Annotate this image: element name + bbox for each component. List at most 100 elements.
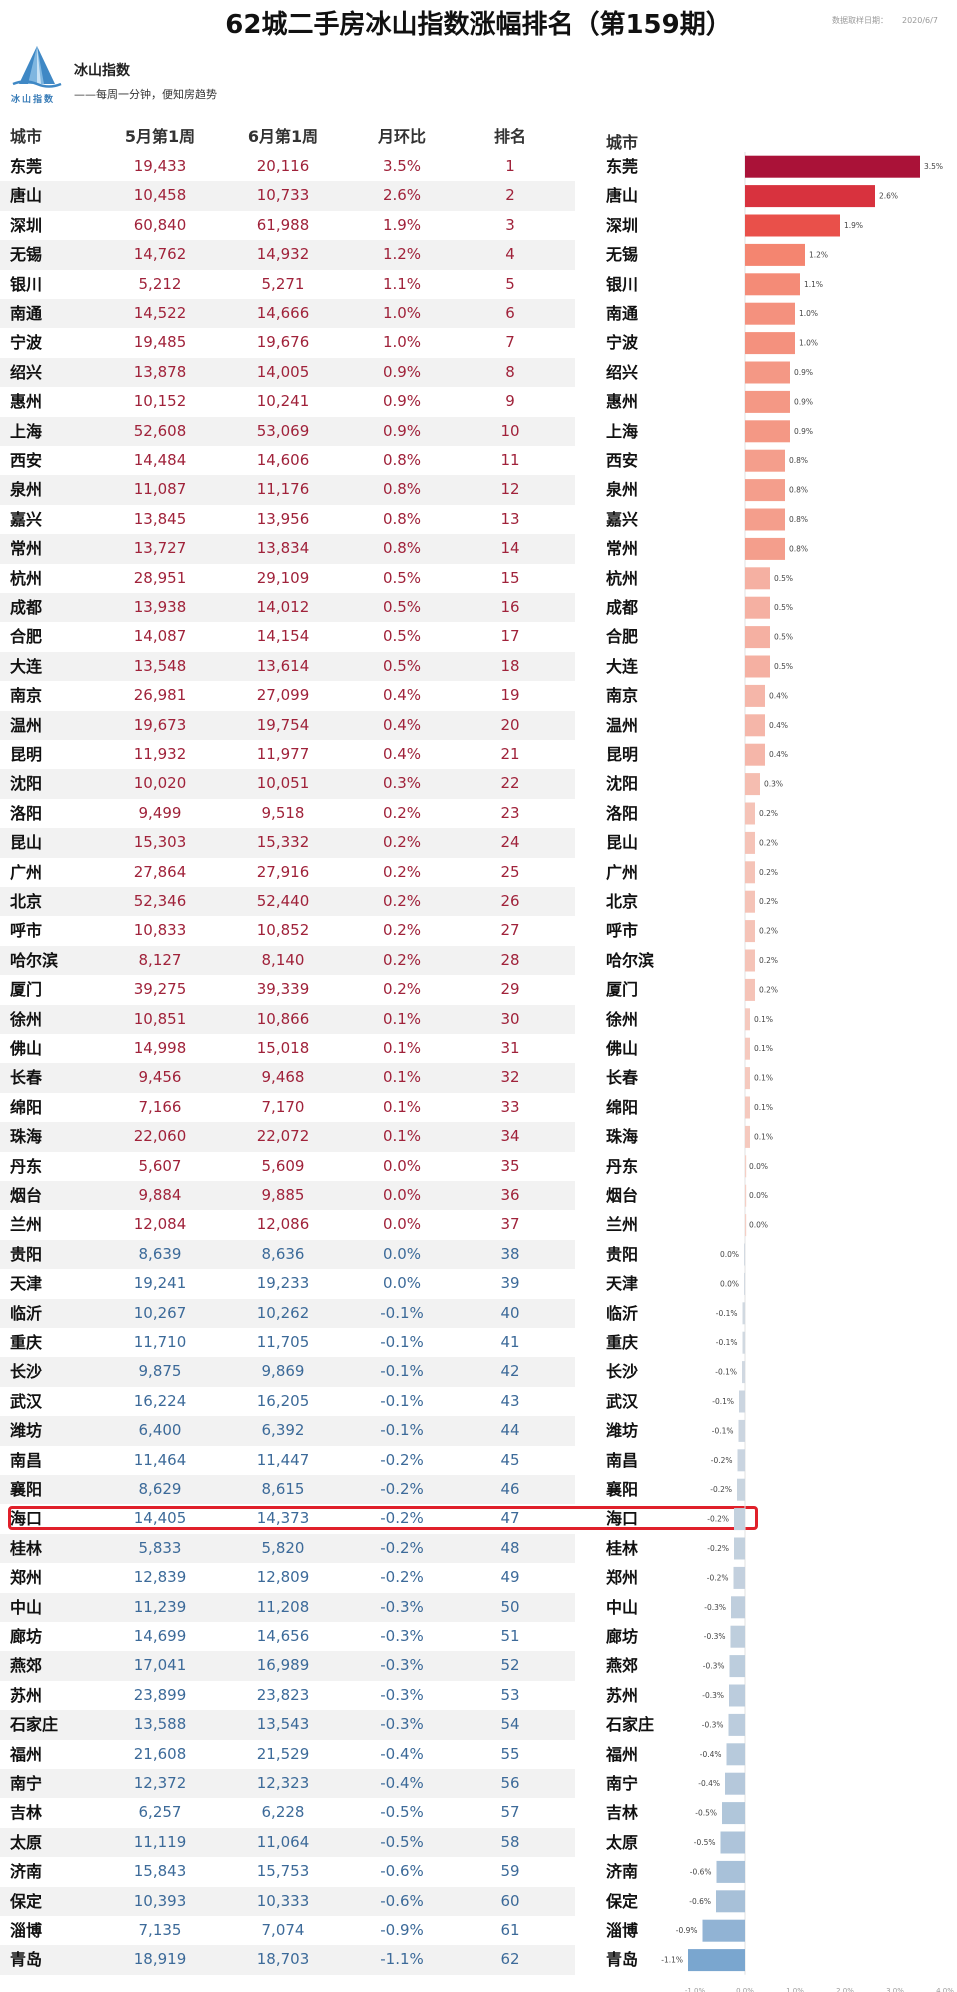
table-row: 杭州 28,951 29,109 0.5% 15 杭州 <box>0 564 957 593</box>
bar-石家庄 <box>728 1713 745 1736</box>
city: 厦门 <box>10 980 43 1000</box>
rank-value: 22 <box>500 774 520 793</box>
col-header-jun: 6月第1周 <box>247 127 319 146</box>
may-value: 5,833 <box>138 1538 182 1557</box>
bar-南通 <box>745 302 795 325</box>
city: 温州 <box>10 715 43 735</box>
chart-city-label: 苏州 <box>606 1685 639 1705</box>
table-row: 唐山 10,458 10,733 2.6% 2 唐山 <box>0 181 957 211</box>
data-label: -0.2% <box>711 1456 733 1465</box>
rank-value: 57 <box>500 1803 520 1822</box>
jun-value: 52,440 <box>256 892 310 910</box>
jun-value: 11,447 <box>256 1450 310 1469</box>
brand-name: 冰山指数 <box>74 63 130 79</box>
rank-value: 62 <box>500 1950 520 1969</box>
data-label: 0.1% <box>754 1015 773 1024</box>
bar-太原 <box>720 1831 745 1854</box>
rank-value: 56 <box>500 1774 520 1792</box>
table-row: 兰州 12,084 12,086 0.0% 37 兰州 <box>0 1210 957 1239</box>
city: 廊坊 <box>10 1627 43 1646</box>
city: 临沂 <box>10 1303 43 1323</box>
chart-city-label: 长沙 <box>606 1362 639 1382</box>
city: 徐州 <box>10 1009 43 1029</box>
mom-value: 0.1% <box>382 1009 422 1028</box>
jun-value: 11,705 <box>256 1333 310 1351</box>
city: 天津 <box>10 1274 43 1294</box>
may-value: 14,998 <box>133 1039 187 1057</box>
bar-南昌 <box>737 1449 745 1472</box>
jun-value: 14,932 <box>256 245 310 264</box>
chart-city-label: 绍兴 <box>606 362 639 382</box>
bar-临沂 <box>742 1302 745 1325</box>
rank-value: 45 <box>500 1450 520 1469</box>
table-row: 中山 11,239 11,208 -0.3% 50 中山 <box>0 1592 957 1622</box>
col-header-mom: 月环比 <box>377 127 426 146</box>
data-label: 0.0% <box>720 1250 739 1259</box>
city: 南昌 <box>10 1450 43 1470</box>
may-value: 14,087 <box>133 627 187 646</box>
chart-city-label: 西安 <box>606 451 639 470</box>
table-row: 哈尔滨 8,127 8,140 0.2% 28 哈尔滨 <box>0 945 957 976</box>
chart-city-label: 丹东 <box>606 1156 639 1176</box>
jun-value: 7,074 <box>261 1921 305 1939</box>
data-label: 0.5% <box>774 603 793 612</box>
may-value: 7,135 <box>138 1921 182 1939</box>
rank-value: 16 <box>500 598 520 616</box>
table-row: 长沙 9,875 9,869 -0.1% 42 长沙 <box>0 1357 957 1387</box>
bar-珠海 <box>745 1125 750 1148</box>
brand-slogan: ——每周一分钟，便知房趋势 <box>74 88 217 101</box>
row-stripe <box>0 1886 575 1916</box>
data-label: -0.2% <box>710 1485 732 1494</box>
jun-value: 10,051 <box>256 774 310 793</box>
bar-厦门 <box>745 978 755 1001</box>
bar-吉林 <box>722 1802 745 1825</box>
bar-嘉兴 <box>745 508 785 531</box>
table-row: 郑州 12,839 12,809 -0.2% 49 郑州 <box>0 1563 957 1592</box>
bar-洛阳 <box>745 802 755 825</box>
bar-保定 <box>716 1890 745 1913</box>
jun-value: 15,753 <box>256 1862 310 1881</box>
may-value: 13,727 <box>133 539 187 558</box>
chart-city-label: 杭州 <box>606 568 639 588</box>
bar-武汉 <box>739 1390 745 1413</box>
city: 呼市 <box>10 921 43 941</box>
may-value: 6,257 <box>138 1803 182 1822</box>
chart-city-label: 保定 <box>606 1891 639 1911</box>
jun-value: 18,703 <box>256 1950 310 1969</box>
chart-city-label: 济南 <box>606 1862 639 1882</box>
jun-value: 8,615 <box>261 1480 305 1498</box>
chart-city-label: 太原 <box>606 1832 639 1852</box>
bar-潍坊 <box>738 1419 745 1442</box>
rank-value: 52 <box>500 1656 520 1675</box>
bar-廊坊 <box>730 1625 745 1648</box>
table-row: 青岛 18,919 18,703 -1.1% 62 青岛 <box>0 1945 957 1975</box>
may-value: 13,845 <box>133 509 187 528</box>
jun-value: 39,339 <box>256 980 310 999</box>
row-stripe <box>0 416 575 446</box>
bar-襄阳 <box>737 1478 745 1501</box>
rank-value: 32 <box>500 1068 520 1087</box>
may-value: 26,981 <box>133 686 187 705</box>
rank-value: 26 <box>500 892 520 910</box>
rank-value: 49 <box>500 1568 520 1587</box>
rank-value: 4 <box>505 245 515 264</box>
city: 南京 <box>10 686 43 706</box>
table-row: 桂林 5,833 5,820 -0.2% 48 桂林 <box>0 1533 957 1564</box>
may-value: 13,588 <box>133 1715 187 1734</box>
city: 潍坊 <box>10 1421 43 1441</box>
bar-沈阳 <box>745 773 760 796</box>
table-row: 惠州 10,152 10,241 0.9% 9 惠州 <box>0 387 957 416</box>
page-title: 62城二手房冰山指数涨幅排名（第159期） <box>225 10 732 40</box>
data-label: 0.2% <box>759 868 778 877</box>
mom-value: -0.1% <box>380 1362 424 1381</box>
rank-value: 5 <box>505 274 515 293</box>
may-value: 11,119 <box>133 1832 187 1851</box>
bar-唐山 <box>745 185 875 208</box>
may-value: 11,932 <box>133 745 187 763</box>
may-value: 10,851 <box>133 1009 187 1028</box>
table-row: 襄阳 8,629 8,615 -0.2% 46 襄阳 <box>0 1475 957 1505</box>
data-label: 1.1% <box>804 280 823 289</box>
may-value: 22,060 <box>133 1127 187 1146</box>
rank-value: 12 <box>500 480 520 499</box>
table-row: 大连 13,548 13,614 0.5% 18 大连 <box>0 651 957 682</box>
